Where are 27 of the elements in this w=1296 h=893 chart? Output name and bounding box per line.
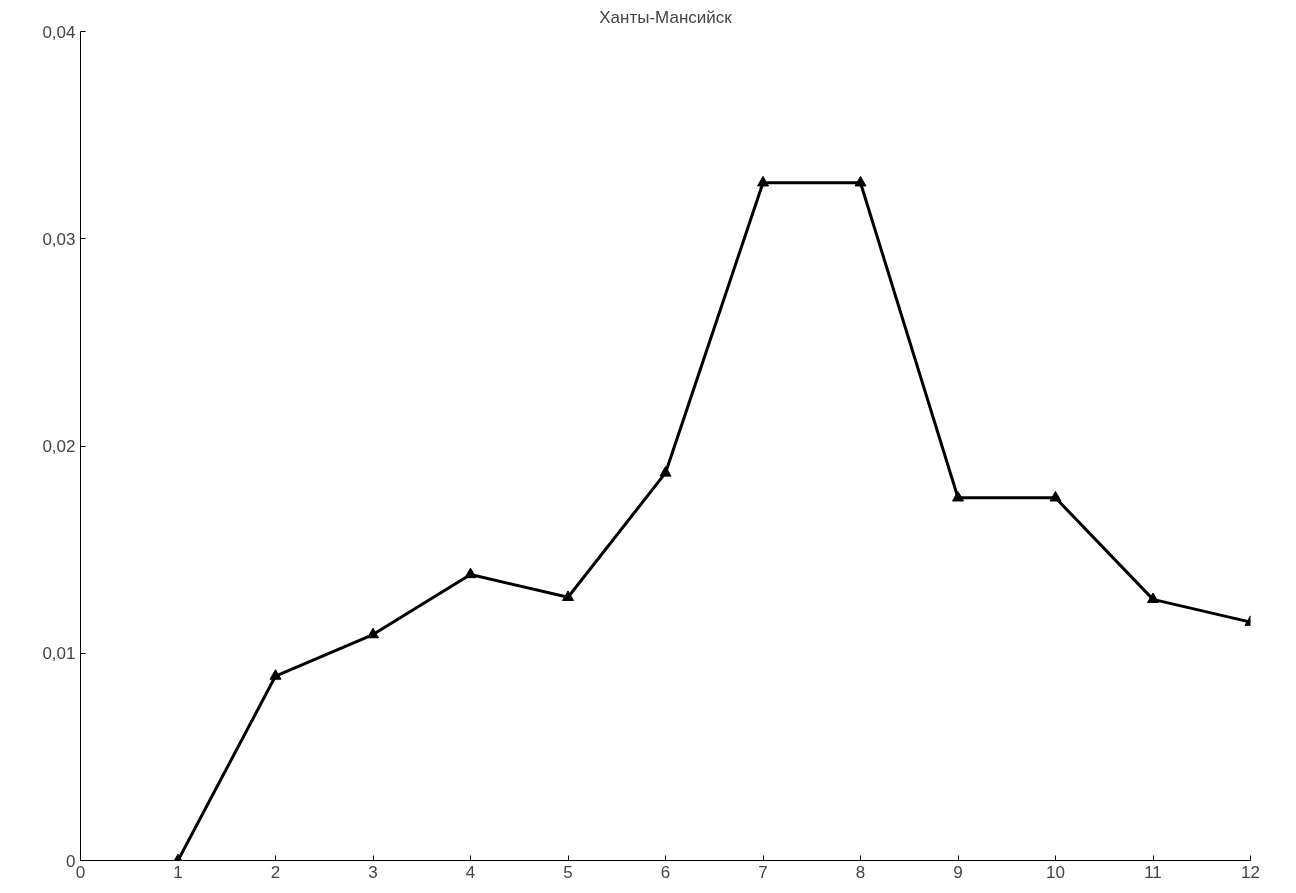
point: [367, 627, 379, 639]
point: [854, 175, 867, 187]
point: [269, 669, 282, 680]
x-tick-label: 8: [855, 862, 866, 882]
y-tick-label: 0,01: [42, 644, 76, 664]
x-tick-label: 10: [1046, 862, 1065, 882]
x-tick-label: 1: [173, 862, 183, 882]
point: [562, 590, 574, 601]
point: [757, 175, 769, 187]
x-tick-label: 6: [660, 862, 671, 882]
x-tick-label: 3: [368, 862, 378, 882]
x-tick-label: 4: [465, 862, 476, 882]
chart-title: Ханты-Мансийск: [599, 7, 733, 27]
point: [464, 567, 477, 579]
point: [659, 466, 672, 477]
x-tick-label: 5: [563, 862, 573, 882]
x-tick-label: 9: [953, 862, 963, 882]
point: [1049, 490, 1062, 502]
y-tick-label: 0,03: [42, 229, 76, 249]
x-tick-label: 2: [270, 862, 281, 882]
x-tick-label: 11: [1144, 862, 1162, 882]
x-tick-label: 12: [1241, 862, 1260, 882]
y-tick-label: 0,04: [42, 22, 76, 42]
y-tick-label: 0,02: [42, 437, 76, 456]
point: [952, 490, 964, 502]
x-tick-label: 7: [758, 862, 768, 882]
point: [1147, 592, 1159, 604]
